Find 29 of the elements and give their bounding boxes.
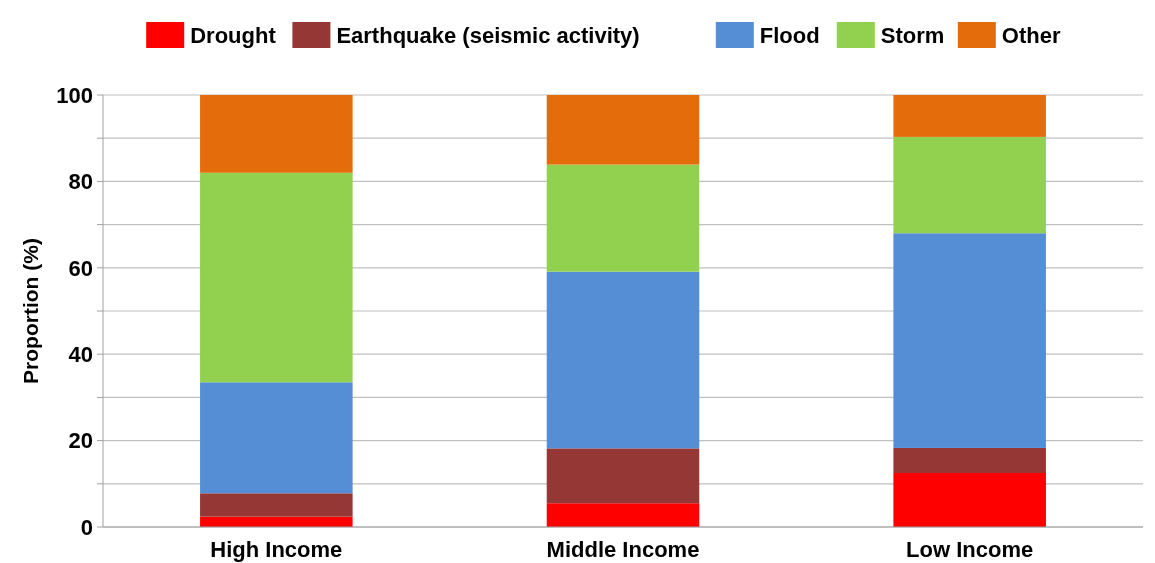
y-tick-label: 40 bbox=[68, 341, 93, 367]
bar bbox=[893, 233, 1046, 448]
legend-label: Earthquake (seismic activity) bbox=[336, 22, 640, 48]
bar bbox=[200, 172, 353, 383]
y-tick-label: 20 bbox=[68, 428, 93, 454]
bar bbox=[546, 503, 700, 527]
bar bbox=[546, 448, 700, 504]
y-tick-label: 0 bbox=[80, 514, 93, 540]
x-tick-label: Middle Income bbox=[546, 537, 700, 562]
y-tick-label: 100 bbox=[56, 82, 93, 108]
bar bbox=[893, 473, 1046, 527]
bar bbox=[546, 271, 700, 449]
legend-label: Flood bbox=[759, 22, 820, 48]
y-tick-label: 80 bbox=[68, 169, 93, 195]
legend-label: Drought bbox=[190, 22, 277, 48]
bar bbox=[546, 164, 700, 272]
x-tick-label: Low Income bbox=[906, 537, 1034, 562]
bar bbox=[546, 95, 700, 165]
y-tick-label: 60 bbox=[68, 255, 93, 281]
bar bbox=[200, 382, 353, 494]
legend-label: Storm bbox=[880, 22, 945, 48]
y-axis-title: Proportion (%) bbox=[19, 238, 42, 384]
bar bbox=[893, 95, 1046, 137]
bar bbox=[200, 95, 353, 173]
bar bbox=[893, 447, 1046, 473]
legend-label: Other bbox=[1001, 22, 1061, 48]
bar bbox=[893, 136, 1046, 234]
bar bbox=[200, 493, 353, 517]
x-tick-label: High Income bbox=[210, 537, 343, 562]
